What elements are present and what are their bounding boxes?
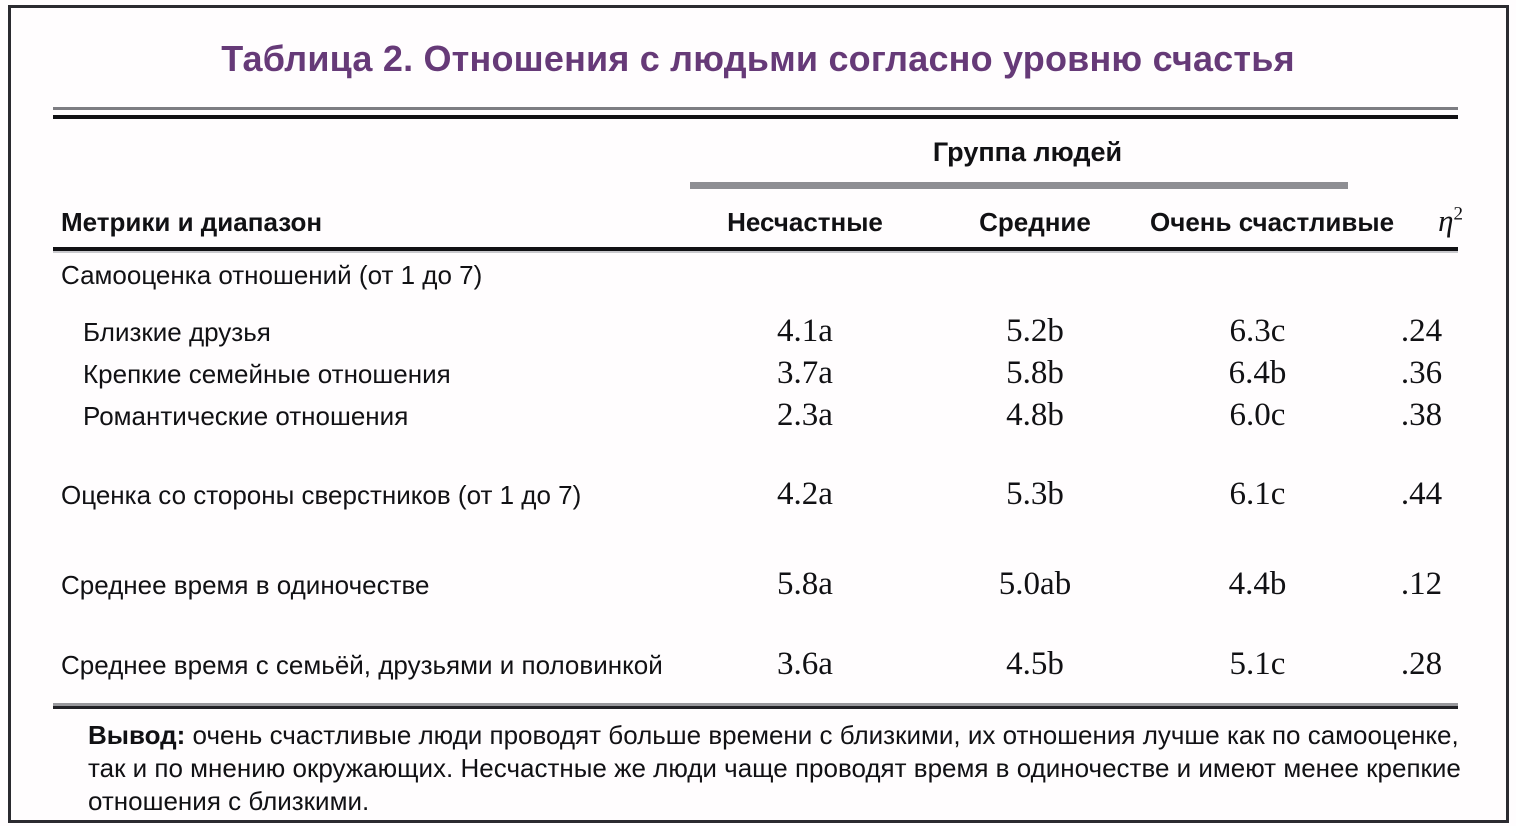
cell-very-happy: 5.1c — [1229, 646, 1286, 682]
group-header: Группа людей — [932, 137, 1123, 167]
header-rule — [53, 247, 1458, 253]
top-rule-black-line — [53, 115, 1458, 119]
cell-eta: .44 — [1400, 476, 1443, 512]
row-label: Близкие друзья — [83, 317, 271, 347]
cell-unhappy: 4.1a — [777, 313, 833, 349]
cell-eta: .12 — [1400, 566, 1443, 602]
table-row-time-with-others: Среднее время с семьёй, друзьями и полов… — [53, 647, 1470, 681]
top-double-rule — [53, 107, 1458, 119]
column-header-row: Метрики и диапазон Несчастные Средние Оч… — [53, 203, 1470, 239]
page-title: Таблица 2. Отношения с людьми согласно у… — [221, 38, 1295, 79]
metrics-column-header: Метрики и диапазон — [61, 207, 323, 237]
row-label: Самооценка отношений (от 1 до 7) — [61, 260, 483, 290]
cell-very-happy: 6.0c — [1229, 397, 1286, 433]
column-header-very-happy: Очень счастливые — [1150, 207, 1395, 237]
cell-average: 5.2b — [1006, 313, 1064, 349]
row-label: Среднее время в одиночестве — [61, 570, 430, 600]
table-row-peer-rated: Оценка со стороны сверстников (от 1 до 7… — [53, 477, 1470, 511]
cell-eta: .28 — [1400, 646, 1443, 682]
cell-very-happy: 4.4b — [1228, 566, 1287, 602]
row-label: Романтические отношения — [83, 401, 409, 431]
conclusion-text: очень счастливые люди проводят больше вр… — [88, 720, 1461, 816]
table-row-family: Крепкие семейные отношения 3.7a 5.8b 6.4… — [53, 356, 1470, 390]
cell-very-happy: 6.4b — [1228, 355, 1287, 391]
table-row-close-friends: Близкие друзья 4.1a 5.2b 6.3c .24 — [53, 314, 1470, 348]
cell-very-happy: 6.3c — [1229, 313, 1286, 349]
cell-average: 4.8b — [1006, 397, 1064, 433]
footer-rule-black-line — [53, 706, 1458, 709]
cell-very-happy: 6.1c — [1229, 476, 1286, 512]
table-row-self-rated-section: Самооценка отношений (от 1 до 7) — [53, 260, 1470, 291]
conclusion-label: Вывод: — [88, 720, 186, 750]
cell-eta: .38 — [1400, 397, 1443, 433]
table-card-frame — [8, 5, 1509, 823]
table-row-romantic: Романтические отношения 2.3a 4.8b 6.0c .… — [53, 398, 1470, 432]
eta-squared-symbol: η2 — [1438, 203, 1463, 238]
footer-rule — [53, 703, 1458, 709]
row-label: Крепкие семейные отношения — [83, 359, 451, 389]
row-label: Оценка со стороны сверстников (от 1 до 7… — [61, 480, 582, 510]
cell-unhappy: 3.7a — [777, 355, 833, 391]
conclusion-note: Вывод: очень счастливые люди проводят бо… — [88, 719, 1488, 818]
footer-rule-grey-line — [53, 703, 1458, 706]
cell-eta: .36 — [1400, 355, 1443, 391]
cell-eta: .24 — [1400, 313, 1443, 349]
top-rule-grey-line — [53, 107, 1458, 110]
group-header-underline — [690, 182, 1348, 189]
column-header-average: Средние — [979, 207, 1091, 237]
cell-unhappy: 4.2a — [777, 476, 833, 512]
column-header-unhappy: Несчастные — [727, 207, 883, 237]
cell-average: 5.8b — [1006, 355, 1064, 391]
cell-unhappy: 3.6a — [777, 646, 833, 682]
table-row-time-alone: Среднее время в одиночестве 5.8a 5.0ab 4… — [53, 567, 1470, 601]
table-body: Самооценка отношений (от 1 до 7) Близкие… — [53, 260, 1470, 700]
cell-unhappy: 5.8a — [777, 566, 833, 602]
header-rule-black-line — [53, 247, 1458, 251]
cell-unhappy: 2.3a — [777, 397, 833, 433]
cell-average: 4.5b — [1006, 646, 1064, 682]
cell-average: 5.3b — [1006, 476, 1064, 512]
cell-average: 5.0ab — [998, 566, 1072, 602]
header-rule-shadow-line — [53, 251, 1458, 253]
row-label: Среднее время с семьёй, друзьями и полов… — [61, 650, 663, 680]
